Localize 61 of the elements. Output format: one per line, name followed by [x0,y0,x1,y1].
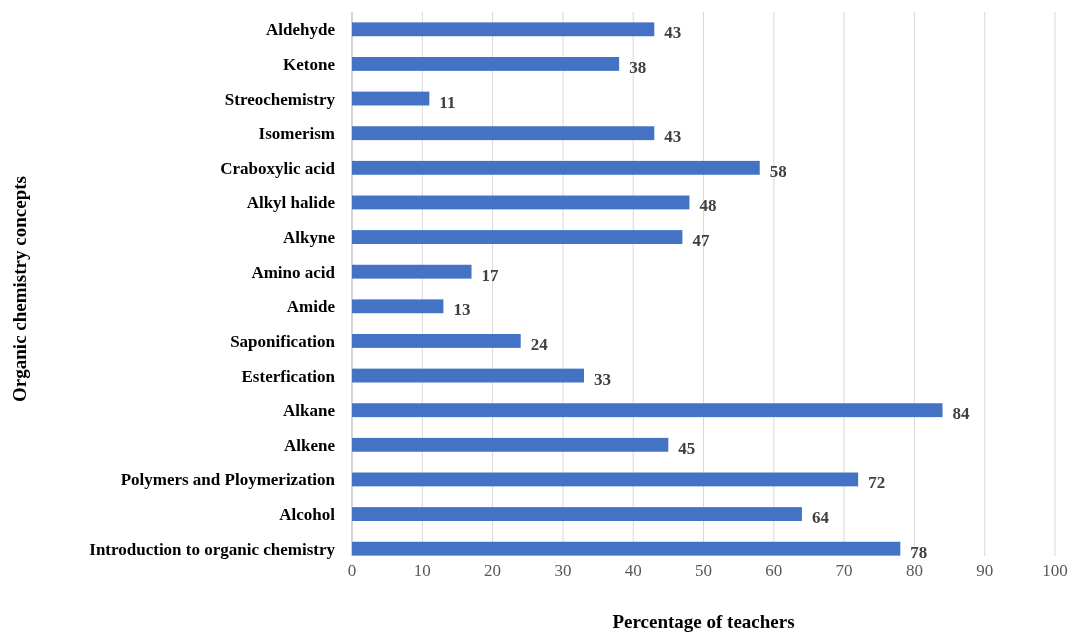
y-tick-label: Isomerism [258,124,335,144]
y-tick-label: Alcohol [279,505,336,525]
data-label: 38 [629,57,647,77]
bar [352,299,444,314]
bar [352,334,521,348]
data-label: 13 [453,300,471,320]
bar [352,541,901,556]
y-tick-label: Ketone [283,54,336,74]
bar [352,264,472,279]
bar [352,22,655,37]
bar [352,91,430,106]
x-tick-label: 50 [695,561,712,580]
data-label: 47 [692,231,710,251]
y-tick-label: Polymers and Ploymerization [120,470,336,490]
bar [352,437,669,452]
x-tick-label: 30 [554,561,572,580]
y-tick-label: Alkene [284,435,336,455]
y-tick-label: Craboxylic acid [220,158,336,178]
bar [352,368,584,383]
data-label: 24 [530,334,549,354]
y-tick-label: Alkyl halide [246,193,336,213]
x-tick-label: 40 [624,561,642,580]
x-tick-label: 90 [976,561,994,580]
data-label: 78 [910,542,928,562]
x-tick-label: 0 [347,561,357,580]
bar [352,126,655,141]
x-tick-label: 10 [413,561,431,580]
y-tick-label: Aldehyde [266,20,336,40]
x-tick-label: 100 [1042,561,1068,580]
x-tick-label: 80 [905,561,923,580]
y-tick-label: Esterfication [241,366,336,386]
data-label: 43 [664,23,682,43]
y-tick-label: Alkane [283,401,336,421]
data-label: 72 [868,473,886,493]
x-tick-label: 20 [484,561,502,580]
y-tick-label: Introduction to organic chemistry [89,539,336,559]
data-label: 58 [769,161,787,181]
data-label: 45 [678,438,696,458]
y-axis-title: Organic chemistry concepts [9,176,30,402]
bar [352,230,683,244]
x-axis-title: Percentage of teachers [612,611,795,632]
x-tick-label: 60 [765,561,783,580]
data-label: 84 [952,404,971,424]
bar [352,403,943,418]
bar [352,507,802,521]
data-label: 17 [481,265,500,285]
bar [352,160,760,175]
bar [352,472,859,487]
data-label: 11 [439,92,456,112]
y-tick-label: Amino acid [251,262,336,282]
bar [352,195,690,210]
data-label: 43 [664,127,682,147]
bar [352,57,620,71]
data-label: 33 [593,369,611,389]
y-tick-label: Alkyne [283,228,336,248]
data-label: 48 [699,196,717,216]
data-label: 64 [811,508,830,528]
y-tick-label: Streochemistry [224,89,336,109]
y-tick-label: Saponification [230,331,336,351]
x-tick-label: 70 [835,561,853,580]
y-tick-label: Amide [286,297,336,317]
